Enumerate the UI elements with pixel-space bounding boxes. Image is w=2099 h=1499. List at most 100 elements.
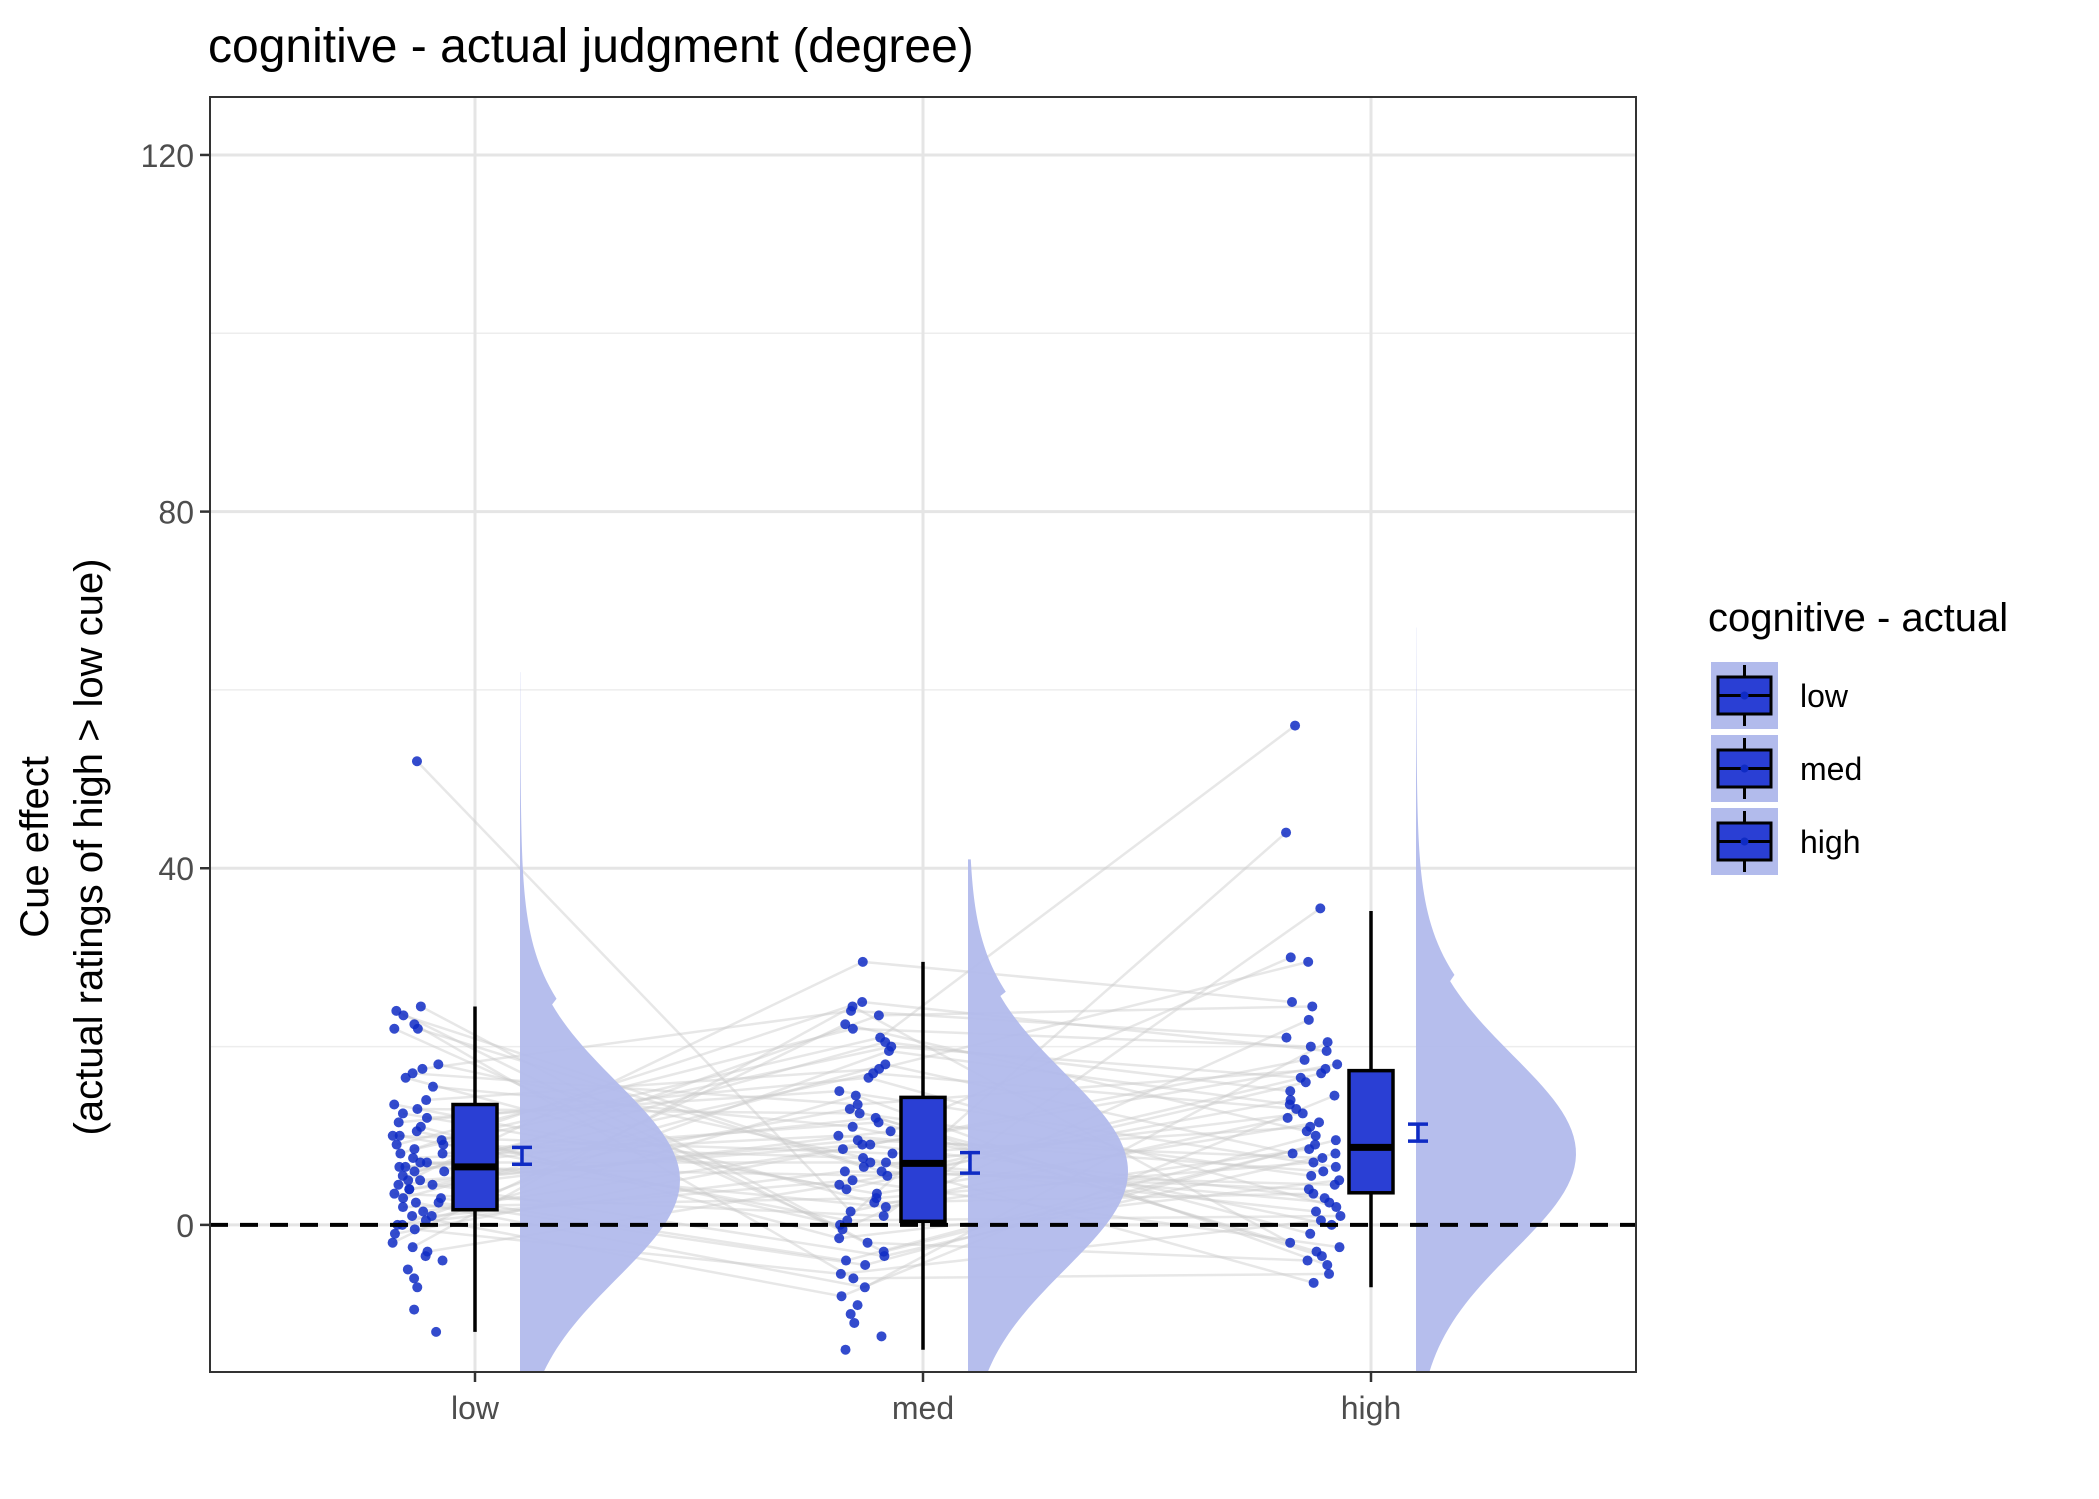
data-point <box>1314 1117 1325 1128</box>
data-point <box>1285 1237 1296 1248</box>
data-point <box>438 1139 449 1150</box>
y-axis-label: Cue effect (actual ratings of high > low… <box>13 559 111 1136</box>
data-point <box>1332 1059 1343 1070</box>
data-point <box>880 1202 891 1213</box>
data-point <box>878 1210 889 1221</box>
data-point <box>412 1023 423 1034</box>
legend-label: high <box>1800 824 1861 860</box>
data-point <box>1297 1108 1308 1119</box>
data-point <box>840 1344 851 1355</box>
data-point <box>1310 1206 1321 1217</box>
y-tick-label: 0 <box>176 1208 194 1244</box>
data-point <box>409 1166 420 1177</box>
plot-area: 0 40 80 120 low med high <box>141 96 1637 1426</box>
y-tick-label: 120 <box>141 138 194 174</box>
data-point <box>857 1139 868 1150</box>
data-point <box>433 1197 444 1208</box>
data-point <box>873 1117 884 1128</box>
data-point <box>847 1023 858 1034</box>
data-point <box>882 1170 893 1181</box>
legend-label: med <box>1800 751 1862 787</box>
data-point <box>848 1273 859 1284</box>
data-point <box>852 1099 863 1110</box>
data-point <box>1329 1179 1340 1190</box>
data-point <box>421 1095 432 1106</box>
data-point <box>833 1130 844 1141</box>
y-tick-label: 80 <box>158 495 194 531</box>
legend-key-point <box>1740 691 1749 700</box>
data-point <box>1305 1228 1316 1239</box>
density-cloud-high <box>1416 627 1576 1372</box>
data-point <box>439 1166 450 1177</box>
data-point <box>857 996 868 1007</box>
data-point <box>858 1153 869 1164</box>
y-axis-label-line-1: Cue effect <box>13 756 57 938</box>
data-point <box>835 1268 846 1279</box>
data-point <box>857 956 868 967</box>
data-point <box>1301 1126 1312 1137</box>
data-point <box>1300 1077 1311 1088</box>
data-point <box>431 1326 442 1337</box>
x-tick-label: high <box>1341 1390 1402 1426</box>
data-point <box>850 1090 861 1101</box>
data-point <box>393 1179 404 1190</box>
data-point <box>863 1072 874 1083</box>
data-point <box>410 1197 421 1208</box>
data-point <box>859 1282 870 1293</box>
data-point <box>1322 1260 1333 1271</box>
data-point <box>408 1153 419 1164</box>
data-point <box>841 1255 852 1266</box>
legend-item-high: high <box>1711 808 1861 875</box>
data-point <box>1307 1001 1318 1012</box>
box <box>1347 1068 1395 1195</box>
data-point <box>402 1264 413 1275</box>
data-point <box>1330 1135 1341 1146</box>
data-point <box>846 1005 857 1016</box>
data-point <box>417 1063 428 1074</box>
data-point <box>858 1161 869 1172</box>
data-point <box>397 1202 408 1213</box>
data-point <box>841 1184 852 1195</box>
legend-key-point <box>1740 837 1749 846</box>
data-point <box>437 1255 448 1266</box>
data-point <box>880 1157 891 1168</box>
data-point <box>407 1210 418 1221</box>
data-point <box>836 1291 847 1302</box>
data-point <box>847 1121 858 1132</box>
data-point <box>834 1233 845 1244</box>
data-point <box>1308 1157 1319 1168</box>
boxplot-med <box>899 961 947 1350</box>
box <box>451 1102 499 1212</box>
data-point <box>1308 1277 1319 1288</box>
data-point <box>845 1206 856 1217</box>
x-tick-label: med <box>892 1390 954 1426</box>
legend-label: low <box>1800 678 1849 714</box>
data-point <box>885 1126 896 1137</box>
data-point <box>1308 1188 1319 1199</box>
data-point <box>1299 1054 1310 1065</box>
data-point <box>844 1103 855 1114</box>
data-point <box>427 1179 438 1190</box>
x-tick-label: low <box>451 1390 500 1426</box>
data-point <box>393 1117 404 1128</box>
data-point <box>389 1228 400 1239</box>
points-low <box>387 756 450 1337</box>
data-point <box>421 1112 432 1123</box>
data-point <box>1334 1242 1345 1253</box>
legend: cognitive - actual low med high <box>1708 596 2008 875</box>
data-point <box>854 1108 865 1119</box>
data-point <box>394 1161 405 1172</box>
density-cloud-med <box>968 859 1128 1372</box>
data-point <box>389 1188 400 1199</box>
data-point <box>1305 1041 1316 1052</box>
data-point <box>411 756 422 767</box>
data-point <box>400 1072 411 1083</box>
data-point <box>394 1130 405 1141</box>
errorbar-med <box>960 1150 980 1175</box>
data-point <box>845 1309 856 1320</box>
data-point <box>1282 1112 1293 1123</box>
data-point <box>1310 1130 1321 1141</box>
data-point <box>873 1010 884 1021</box>
data-point <box>1285 952 1296 963</box>
